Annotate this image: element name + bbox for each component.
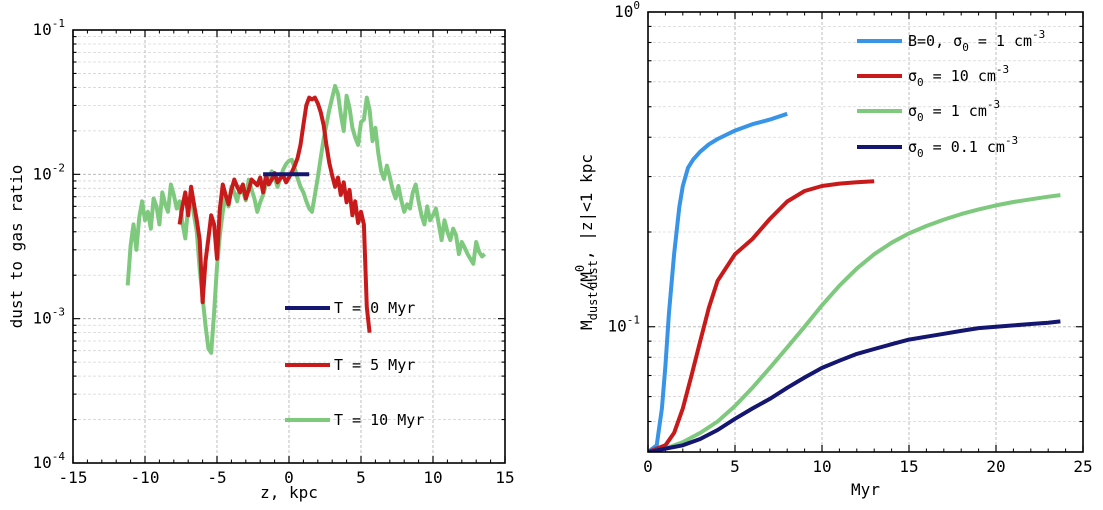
legend-label: σ0 = 10 cm-3 — [908, 63, 1009, 89]
y-tick-label: 10-4 — [32, 450, 65, 472]
y-tick-label: 10-1 — [32, 17, 65, 39]
legend-label: B=0, σ0 = 1 cm-3 — [908, 28, 1045, 54]
series-group — [125, 83, 487, 355]
legend-label: σ0 = 0.1 cm-3 — [908, 134, 1018, 160]
x-tick-label: 15 — [495, 468, 514, 487]
series-line-3 — [648, 319, 1061, 452]
plot-frame — [647, 11, 1084, 453]
legend: B=0, σ0 = 1 cm-3 σ0 = 10 cm-3 σ0 = 1 cm-3 σ… — [857, 28, 1045, 160]
x-axis-label: z, kpc — [260, 483, 318, 502]
x-tick-label: -5 — [207, 468, 226, 487]
left-chart: -15 -10 -5 0 5 10 15 10-4 10-3 10-2 10-1 z, kpc dust… — [7, 17, 515, 502]
series-line-2 — [648, 193, 1061, 452]
x-tick-label: 0 — [284, 468, 294, 487]
x-tick-label: 0 — [643, 457, 653, 476]
series-line-0 — [125, 83, 487, 355]
plot-frame — [72, 29, 506, 464]
legend-label: T = 10 Myr — [334, 411, 424, 429]
x-tick-label: -10 — [131, 468, 160, 487]
x-tick-label: 15 — [899, 457, 918, 476]
x-tick-label: 10 — [812, 457, 831, 476]
y-tick-label: 10-1 — [607, 314, 640, 336]
series-line-1 — [177, 95, 372, 333]
legend-label: T = 0 Myr — [334, 299, 415, 317]
legend-label: σ0 = 1 cm-3 — [908, 98, 1000, 124]
y-axis-label: Mdust/M0dust, |z|<1 kpc — [573, 154, 600, 330]
x-tick-label: 5 — [356, 468, 366, 487]
right-chart: 0 5 10 15 20 25 10-1 100 Myr Mdust/M0dust, |z|<1 … — [573, 0, 1093, 499]
x-tick-label: 5 — [730, 457, 740, 476]
series-group — [648, 111, 1061, 452]
x-tick-label: 20 — [986, 457, 1005, 476]
series-line-0 — [648, 111, 788, 452]
series-line-1 — [648, 179, 875, 452]
y-tick-label: 100 — [614, 0, 640, 21]
x-tick-label: 25 — [1073, 457, 1092, 476]
x-axis-label: Myr — [851, 480, 880, 499]
x-tick-label: 10 — [423, 468, 442, 487]
y-axis-label: dust to gas ratio — [7, 165, 26, 329]
legend: T = 0 Myr T = 5 Myr T = 10 Myr — [285, 299, 424, 429]
y-tick-label: 10-2 — [32, 161, 65, 183]
x-tick-label: -15 — [59, 468, 88, 487]
y-tick-label: 10-3 — [32, 306, 65, 328]
legend-label: T = 5 Myr — [334, 356, 415, 374]
